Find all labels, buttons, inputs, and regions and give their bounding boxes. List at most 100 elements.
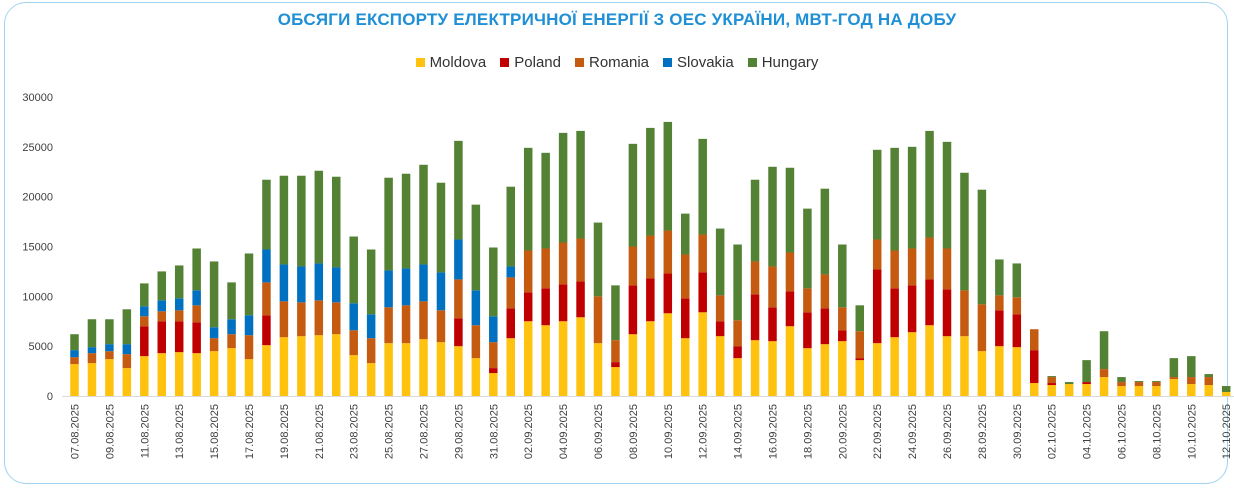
bar-segment-poland xyxy=(1047,383,1056,386)
bar-segment-moldova xyxy=(1030,383,1039,396)
bar-segment-moldova xyxy=(907,332,917,396)
x-tick-label: 02.09.2025 xyxy=(523,404,535,459)
bar-segment-moldova xyxy=(384,343,393,396)
bar-segment-hungary xyxy=(977,189,987,305)
bar-segment-romania xyxy=(471,325,481,359)
bar-segment-hungary xyxy=(768,166,777,267)
bar-segment-hungary xyxy=(628,143,638,247)
legend-swatch xyxy=(663,58,673,67)
bar-segment-poland xyxy=(803,312,812,349)
bar-segment-romania xyxy=(192,305,201,323)
bar-segment-romania xyxy=(1099,369,1109,378)
bar-segment-hungary xyxy=(715,228,725,296)
bar-segment-moldova xyxy=(646,321,655,396)
bar-segment-romania xyxy=(611,340,620,363)
bar-segment-slovakia xyxy=(227,319,236,335)
bar-segment-slovakia xyxy=(506,266,515,278)
x-tick-label: 30.09.2025 xyxy=(1012,404,1024,459)
bar-segment-poland xyxy=(646,278,655,322)
bar-segment-romania xyxy=(1047,377,1056,384)
bar-segment-moldova xyxy=(611,367,620,396)
bar-segment-moldova xyxy=(157,353,166,396)
bar-segment-hungary xyxy=(1204,374,1213,378)
bar-segment-romania xyxy=(646,235,655,279)
x-tick-label: 12.09.2025 xyxy=(698,404,710,459)
bar-segment-moldova xyxy=(890,337,899,396)
bar-segment-romania xyxy=(105,351,114,360)
bar-segment-poland xyxy=(733,346,742,359)
bar-segment-poland xyxy=(838,330,847,342)
legend-swatch xyxy=(415,58,425,67)
bar-segment-poland xyxy=(698,272,707,313)
bar-segment-poland xyxy=(454,318,463,347)
legend-item-poland: Poland xyxy=(500,54,561,71)
bar-segment-slovakia xyxy=(471,290,481,326)
bar-segment-hungary xyxy=(663,121,673,231)
bar-segment-moldova xyxy=(70,364,79,396)
bar-segment-moldova xyxy=(750,340,760,396)
legend-item-hungary: Hungary xyxy=(747,54,818,71)
bar-segment-hungary xyxy=(454,140,463,240)
bar-segment-romania xyxy=(1012,297,1022,315)
bar-segment-slovakia xyxy=(401,268,411,306)
bar-segment-moldova xyxy=(105,359,114,396)
bar-segment-moldova xyxy=(174,352,184,396)
x-tick-label: 31.08.2025 xyxy=(488,404,500,459)
bar-segment-moldova xyxy=(558,321,568,396)
chart-legend: Moldova Poland Romania Slovakia Hungary xyxy=(0,54,1234,71)
bar-segment-slovakia xyxy=(87,347,97,354)
y-tick-label: 20000 xyxy=(22,192,53,204)
bar-segment-moldova xyxy=(1221,392,1231,396)
y-tick-label: 25000 xyxy=(22,142,53,154)
x-tick-label: 19.08.2025 xyxy=(279,404,291,459)
bar-segment-hungary xyxy=(1047,376,1056,378)
bar-segment-moldova xyxy=(87,363,97,396)
bar-segment-romania xyxy=(157,311,166,322)
bar-segment-moldova xyxy=(785,326,795,396)
bar-segment-moldova xyxy=(401,343,411,396)
bar-segment-hungary xyxy=(1082,360,1091,383)
bar-segment-romania xyxy=(1030,329,1039,351)
bar-segment-romania xyxy=(227,334,236,349)
bar-segment-hungary xyxy=(1117,377,1126,383)
bar-segment-moldova xyxy=(681,338,690,396)
bar-segment-romania xyxy=(140,316,149,327)
bar-segment-moldova xyxy=(768,341,777,396)
bar-segment-romania xyxy=(244,335,254,360)
bar-segment-moldova xyxy=(1099,377,1109,396)
x-tick-label: 20.09.2025 xyxy=(837,404,849,459)
x-tick-label: 15.08.2025 xyxy=(209,404,221,459)
bar-segment-hungary xyxy=(698,138,707,235)
bar-segment-romania xyxy=(541,248,550,289)
bar-segment-hungary xyxy=(332,176,341,268)
chart-frame xyxy=(4,2,1228,484)
bar-segment-hungary xyxy=(611,285,620,341)
bar-segment-romania xyxy=(489,342,498,369)
bar-segment-moldova xyxy=(471,358,481,396)
bar-segment-hungary xyxy=(646,127,655,236)
bar-segment-hungary xyxy=(366,249,376,315)
bar-segment-romania xyxy=(995,295,1004,311)
bar-segment-romania xyxy=(890,250,899,289)
bar-segment-poland xyxy=(506,308,515,339)
bar-segment-romania xyxy=(349,330,358,356)
bar-segment-slovakia xyxy=(314,263,324,301)
bar-segment-romania xyxy=(558,242,568,285)
bar-segment-poland xyxy=(663,273,673,314)
bar-segment-romania xyxy=(419,301,428,340)
bar-segment-hungary xyxy=(262,179,271,250)
bar-segment-poland xyxy=(1082,382,1091,385)
bar-segment-slovakia xyxy=(489,316,498,343)
x-tick-label: 29.08.2025 xyxy=(453,404,465,459)
bar-segment-romania xyxy=(1134,382,1144,387)
bar-segment-moldova xyxy=(820,344,830,396)
bar-segment-slovakia xyxy=(384,270,393,308)
x-tick-label: 13.08.2025 xyxy=(174,404,186,459)
bar-segment-romania xyxy=(785,252,795,292)
bar-segment-slovakia xyxy=(192,290,201,306)
bar-segment-hungary xyxy=(401,173,411,269)
bar-segment-moldova xyxy=(698,312,707,396)
bar-segment-moldova xyxy=(1152,386,1161,396)
bar-segment-poland xyxy=(628,285,638,335)
bar-segment-hungary xyxy=(1221,386,1231,393)
